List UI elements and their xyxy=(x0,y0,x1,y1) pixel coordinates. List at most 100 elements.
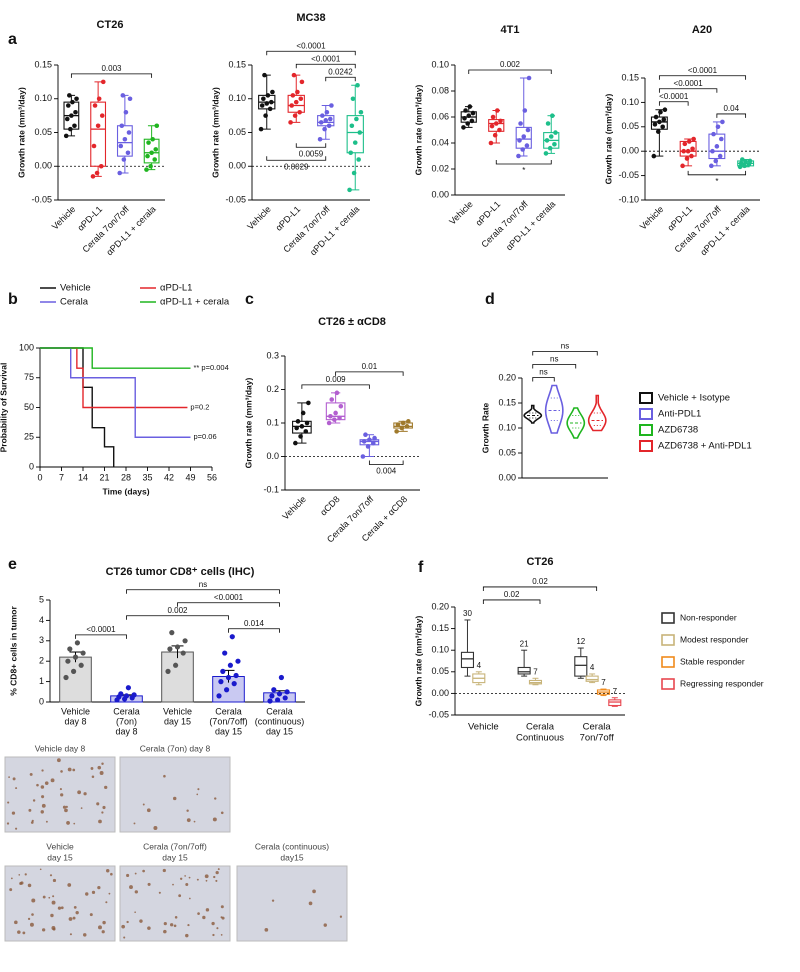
data-point xyxy=(127,96,133,102)
stain-dot xyxy=(108,892,111,895)
data-point xyxy=(526,75,532,81)
data-point xyxy=(653,114,659,120)
data-point xyxy=(713,158,719,164)
stain-dot xyxy=(65,805,68,808)
y-tick-label: 0.05 xyxy=(431,666,449,676)
data-point xyxy=(90,174,96,179)
data-point xyxy=(328,414,333,419)
data-point xyxy=(264,101,270,106)
data-point xyxy=(355,82,360,88)
data-point xyxy=(680,163,685,169)
bracket xyxy=(495,160,552,165)
stain-dot xyxy=(60,906,64,910)
data-point xyxy=(180,650,186,656)
data-point xyxy=(70,99,75,105)
data-point xyxy=(354,116,359,122)
stain-dot xyxy=(96,802,100,806)
stain-dot xyxy=(101,762,104,766)
data-point xyxy=(291,72,297,78)
stain-dot xyxy=(15,787,18,790)
stain-dot xyxy=(52,895,55,898)
stain-dot xyxy=(31,898,36,903)
y-tick-label: 3 xyxy=(39,635,44,645)
y-tick-label: 0.3 xyxy=(266,350,279,360)
stain-dot xyxy=(64,808,68,813)
data-point xyxy=(524,143,530,148)
bracket-label: 0.02 xyxy=(532,577,548,586)
y-tick-label: 0.1 xyxy=(266,417,279,427)
stain-dot xyxy=(174,916,178,919)
x-tick-label: Vehicle xyxy=(468,722,499,733)
data-point xyxy=(80,650,86,656)
stain-dot xyxy=(39,868,42,871)
data-point xyxy=(229,634,235,640)
data-point xyxy=(284,689,290,695)
data-point xyxy=(258,126,264,132)
x-tick-label: 28 xyxy=(121,472,131,482)
chart-title: MC38 xyxy=(296,12,325,24)
data-point xyxy=(367,437,372,443)
y-axis-label: Growth Rate xyxy=(480,402,490,453)
bracket-label: ns xyxy=(199,580,207,589)
stain-dot xyxy=(215,879,218,882)
stain-dot xyxy=(308,901,313,906)
micrograph xyxy=(4,756,116,833)
bracket-label: ns xyxy=(561,342,569,351)
y-tick-label: 1 xyxy=(39,676,44,686)
data-point xyxy=(123,109,129,115)
data-point xyxy=(657,119,662,125)
stain-dot xyxy=(110,872,113,876)
box xyxy=(460,651,475,669)
p-value-label: p=0.06 xyxy=(194,432,217,441)
data-point xyxy=(125,685,131,691)
y-tick-label: 50 xyxy=(24,402,34,412)
data-point xyxy=(269,693,275,699)
bracket-label: <0.0001 xyxy=(688,66,718,75)
stain-dot xyxy=(48,896,51,899)
stain-dot xyxy=(66,821,70,825)
data-point xyxy=(267,106,273,112)
data-point xyxy=(267,698,273,704)
stain-dot xyxy=(73,905,77,909)
bracket xyxy=(335,371,404,376)
y-axis-label: % CD8+ cells in tumor xyxy=(8,606,18,696)
violin xyxy=(523,404,543,424)
data-point xyxy=(337,415,342,421)
stain-dot xyxy=(29,772,33,776)
data-point xyxy=(69,113,74,118)
bracket xyxy=(368,460,404,465)
data-point xyxy=(490,114,496,120)
box xyxy=(708,133,726,160)
data-point xyxy=(347,187,352,193)
y-tick-label: 0 xyxy=(39,696,44,706)
bracket xyxy=(532,377,555,382)
data-point xyxy=(224,687,230,693)
data-point xyxy=(268,99,274,105)
count-label: 12 xyxy=(576,637,585,646)
bracket-label: ns xyxy=(550,355,558,364)
x-tick-label: Continuous xyxy=(516,733,564,744)
y-tick-label: -0.05 xyxy=(31,194,52,204)
stain-dot xyxy=(89,913,93,917)
x-tick-label: Vehicle xyxy=(280,494,308,522)
micrograph xyxy=(236,865,348,942)
stain-dot xyxy=(134,911,136,914)
data-point xyxy=(295,89,300,95)
y-axis-label: Growth rate (mm³/day) xyxy=(413,615,423,706)
legend-label: αPD-L1 + cerala xyxy=(160,297,230,308)
box xyxy=(488,119,505,132)
stain-dot xyxy=(339,915,343,918)
stain-dot xyxy=(50,913,54,918)
data-point xyxy=(95,123,101,129)
bracket xyxy=(532,351,598,356)
bracket xyxy=(126,589,280,594)
bracket xyxy=(658,88,718,93)
bracket xyxy=(532,364,577,369)
data-point xyxy=(324,109,330,115)
data-point xyxy=(521,134,527,139)
y-tick-label: 0.15 xyxy=(621,72,639,82)
data-point xyxy=(152,157,158,162)
data-point xyxy=(548,134,554,139)
box xyxy=(116,125,133,157)
stain-dot xyxy=(83,792,87,796)
